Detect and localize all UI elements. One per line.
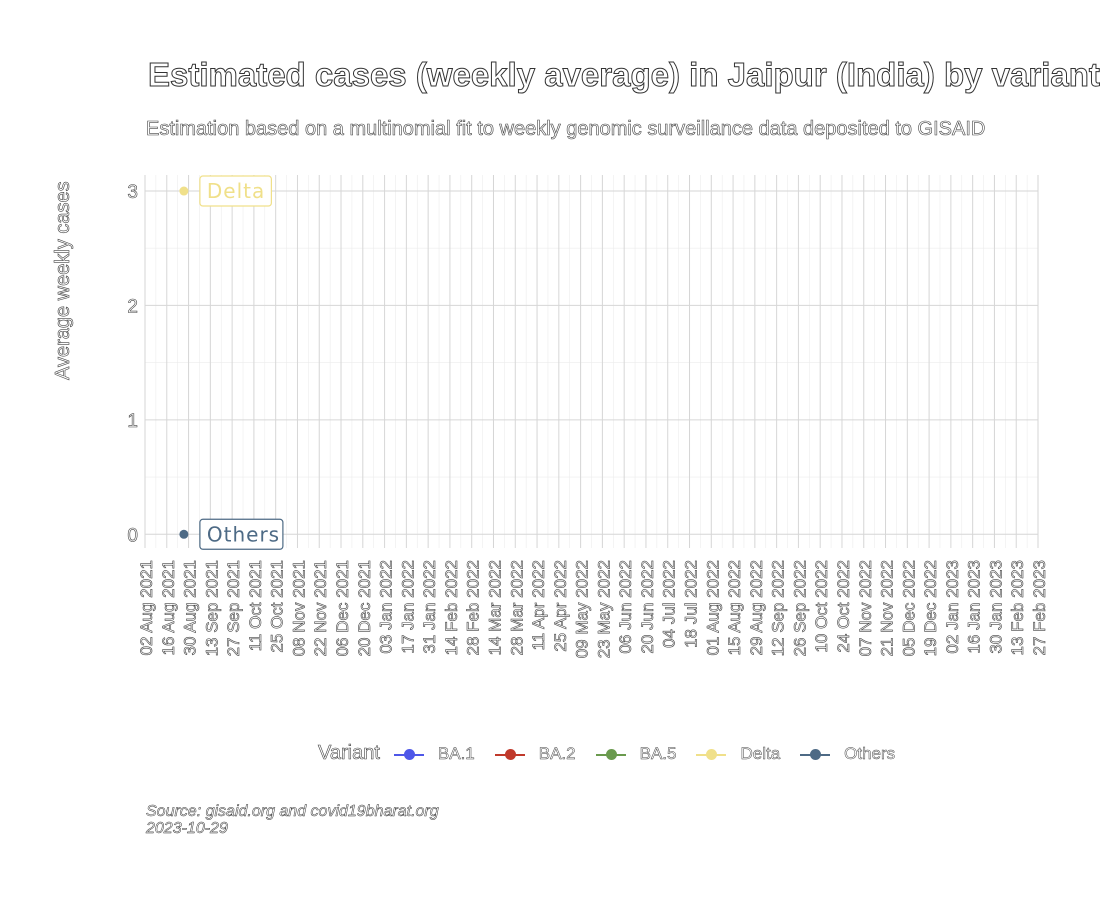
x-tick-label: 22 Nov 2021	[311, 560, 330, 656]
x-tick-label: 29 Aug 2022	[747, 560, 766, 655]
legend-key	[393, 744, 424, 764]
x-tick-label: 17 Jan 2022	[398, 560, 417, 654]
series-label-box	[199, 518, 284, 550]
x-tick-label: 13 Feb 2023	[1008, 560, 1027, 655]
x-tick-label: 09 May 2022	[573, 560, 592, 658]
legend-label: BA.5	[639, 743, 677, 763]
x-tick-label: 20 Dec 2021	[355, 560, 374, 656]
x-tick-label: 28 Feb 2022	[464, 560, 483, 655]
legend-label: Delta	[740, 743, 781, 763]
x-tick-label: 12 Sep 2022	[769, 560, 788, 656]
legend-label: BA.2	[538, 743, 576, 763]
legend-title: Variant	[318, 742, 380, 765]
legend-key	[494, 744, 525, 764]
x-tick-label: 04 Jul 2022	[660, 560, 679, 648]
caption-source: Source: gisaid.org and covid19bharat.org	[146, 803, 439, 821]
x-tick-label: 13 Sep 2021	[202, 560, 221, 656]
caption: Source: gisaid.org and covid19bharat.org…	[146, 803, 439, 838]
x-tick-label: 18 Jul 2022	[682, 560, 701, 648]
x-tick-label: 20 Jun 2022	[638, 560, 657, 654]
x-tick-label: 01 Aug 2022	[703, 560, 722, 655]
y-tick-label: 1	[127, 411, 138, 432]
x-tick-label: 14 Feb 2022	[442, 560, 461, 655]
x-tick-label: 27 Feb 2023	[1030, 560, 1049, 655]
y-tick-label: 2	[127, 296, 138, 317]
legend-item: BA.1	[393, 743, 475, 764]
x-tick-label: 25 Apr 2022	[551, 560, 570, 652]
y-tick-label: 0	[127, 525, 138, 546]
legend-label: BA.1	[437, 743, 475, 763]
x-tick-label: 05 Dec 2022	[899, 560, 918, 656]
x-tick-label: 26 Sep 2022	[790, 560, 809, 656]
legend-key	[696, 744, 727, 764]
x-tick-label: 28 Mar 2022	[507, 560, 526, 655]
x-tick-label: 16 Jan 2023	[965, 560, 984, 654]
chart-subtitle: Estimation based on a multinomial fit to…	[146, 118, 986, 141]
x-tick-label: 24 Oct 2022	[834, 560, 853, 653]
legend-label: Others	[844, 743, 896, 763]
x-tick-label: 07 Nov 2022	[856, 560, 875, 656]
legend-key	[800, 744, 831, 764]
x-tick-label: 11 Apr 2022	[529, 560, 548, 650]
x-tick-label: 31 Jan 2022	[420, 560, 439, 654]
legend-item: BA.2	[494, 743, 576, 764]
x-tick-label: 30 Jan 2023	[986, 560, 1005, 654]
caption-date: 2023-10-29	[146, 820, 228, 838]
legend-key	[595, 744, 626, 764]
x-tick-label: 25 Oct 2021	[268, 560, 287, 653]
x-tick-label: 06 Dec 2021	[333, 560, 352, 656]
x-tick-label: 02 Jan 2023	[943, 560, 962, 654]
chart-title: Estimated cases (weekly average) in Jaip…	[148, 56, 1100, 94]
legend: Variant BA.1 BA.2 BA.5 Delta Others	[318, 742, 915, 765]
x-tick-label: 06 Jun 2022	[616, 560, 635, 654]
data-point	[179, 529, 189, 539]
x-tick-label: 11 Oct 2021	[246, 560, 265, 651]
series-label-box	[199, 175, 272, 207]
series-label: Others	[207, 522, 280, 546]
legend-item: Others	[800, 743, 896, 764]
x-tick-label: 30 Aug 2021	[181, 560, 200, 655]
series-label: Delta	[207, 179, 265, 203]
legend-item: BA.5	[595, 743, 677, 764]
x-tick-label: 03 Jan 2022	[377, 560, 396, 654]
y-tick-label: 3	[127, 182, 138, 203]
x-tick-label: 16 Aug 2021	[159, 560, 178, 655]
x-tick-label: 27 Sep 2021	[224, 560, 243, 656]
x-tick-label: 10 Oct 2022	[812, 560, 831, 653]
x-tick-label: 21 Nov 2022	[878, 560, 897, 656]
x-tick-label: 02 Aug 2021	[137, 560, 156, 655]
x-tick-label: 14 Mar 2022	[485, 560, 504, 655]
x-tick-label: 08 Nov 2021	[289, 560, 308, 656]
x-tick-label: 19 Dec 2022	[921, 560, 940, 656]
x-tick-label: 23 May 2022	[594, 560, 613, 658]
legend-item: Delta	[696, 743, 781, 764]
x-tick-label: 15 Aug 2022	[725, 560, 744, 655]
data-point	[179, 186, 189, 196]
